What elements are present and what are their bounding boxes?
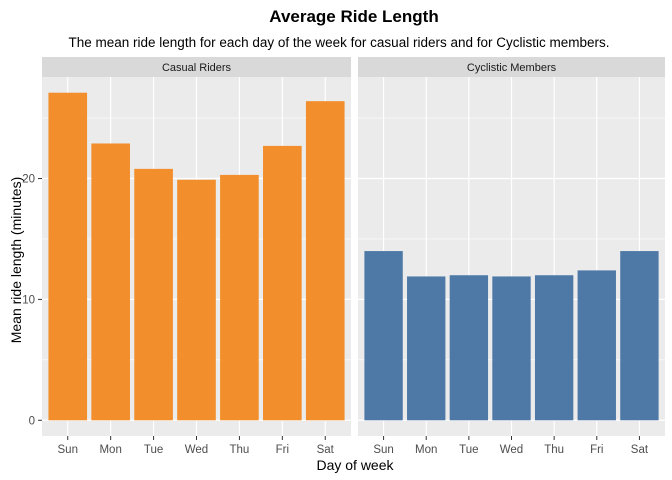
facet-strip-label: Casual Riders xyxy=(162,62,232,74)
x-tick-label: Wed xyxy=(500,444,523,456)
y-tick-label: 20 xyxy=(22,174,35,186)
bar xyxy=(620,251,659,421)
bar xyxy=(305,101,345,421)
bar xyxy=(134,168,173,421)
x-tick-label: Thu xyxy=(544,444,564,456)
x-tick-label: Sun xyxy=(373,444,393,456)
bar xyxy=(449,275,489,421)
x-axis-label: Day of week xyxy=(316,457,394,473)
y-axis-label: Mean ride length (minutes) xyxy=(8,177,24,344)
x-tick-label: Tue xyxy=(144,444,163,456)
bar xyxy=(407,276,446,421)
bar xyxy=(220,174,259,421)
facet-panel: Cyclistic Members Sun Mon Tue Wed Thu Fri Sat xyxy=(358,57,665,456)
bar xyxy=(577,270,616,421)
chart-title: Average Ride Length xyxy=(269,7,438,26)
x-tick-label: Sat xyxy=(317,444,335,456)
bar xyxy=(263,145,302,421)
x-tick-label: Tue xyxy=(459,444,478,456)
bar xyxy=(534,275,574,421)
facet-strip-label: Cyclistic Members xyxy=(467,62,557,74)
bar xyxy=(177,179,216,421)
facet-strip xyxy=(42,57,351,77)
facet-strip xyxy=(358,57,665,77)
x-tick-label: Mon xyxy=(99,444,121,456)
x-tick-label: Wed xyxy=(185,444,208,456)
x-tick-label: Mon xyxy=(415,444,437,456)
facet-panel: Casual Riders Sun Mon Tue Wed Thu Fri Sat xyxy=(42,57,351,456)
x-tick-label: Sun xyxy=(58,444,78,456)
x-tick-label: Sat xyxy=(631,444,649,456)
y-axis: 0 10 20 xyxy=(22,174,42,427)
x-tick-label: Thu xyxy=(230,444,250,456)
y-tick-label: 0 xyxy=(29,415,35,427)
bar xyxy=(91,143,130,421)
y-tick-label: 10 xyxy=(22,294,35,306)
bar xyxy=(492,276,531,421)
bar xyxy=(364,251,403,421)
chart-subtitle: The mean ride length for each day of the… xyxy=(69,35,610,50)
x-tick-label: Fri xyxy=(590,444,603,456)
x-tick-label: Fri xyxy=(276,444,289,456)
bar xyxy=(48,92,88,421)
